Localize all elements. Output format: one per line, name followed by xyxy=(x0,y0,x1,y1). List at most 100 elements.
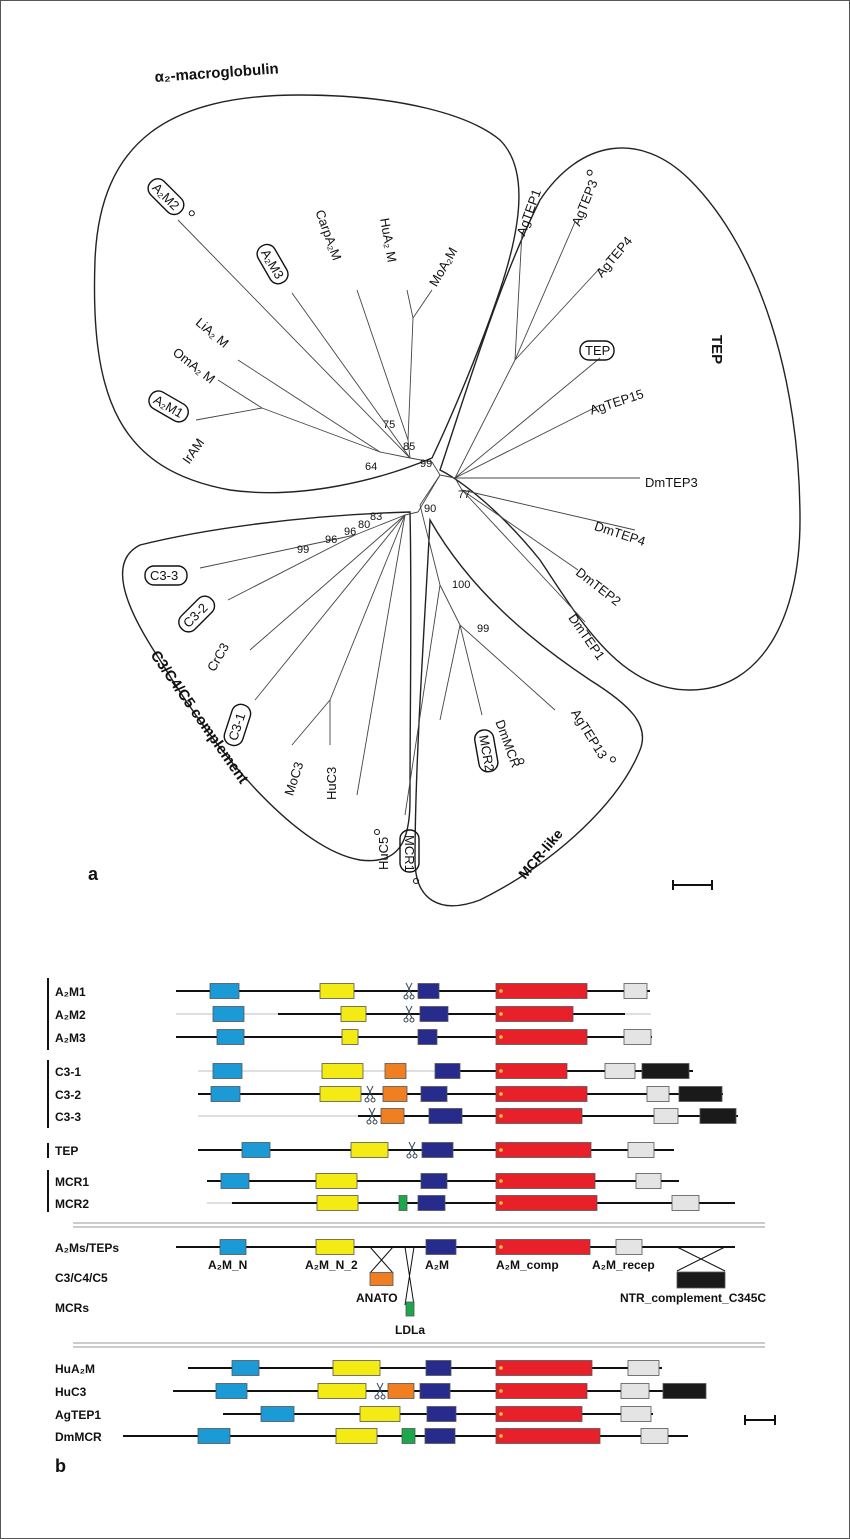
domain-a2m-n-2 xyxy=(319,1086,362,1102)
domain-a2m xyxy=(417,1195,446,1211)
leaf-label: CrC3 xyxy=(204,640,232,674)
domain-label: ANATO xyxy=(356,1291,398,1305)
row-label: A₂M1 xyxy=(55,985,86,999)
tree-branch xyxy=(404,511,419,516)
domain-a2m-n-2 xyxy=(332,1360,381,1376)
domain-a2m-n-2 xyxy=(317,1383,367,1399)
cleavage-scissors-icon xyxy=(366,1107,378,1125)
domain-a2m-recep xyxy=(623,983,648,999)
domain-a2m-recep xyxy=(620,1406,652,1422)
tree-branch xyxy=(254,514,406,701)
group-outline-c3 xyxy=(121,511,412,862)
cleavage-scissors-icon xyxy=(374,1382,386,1400)
group-label-tep: TEP xyxy=(708,335,725,364)
tree-branch xyxy=(195,407,263,421)
domain-label: A₂M_N xyxy=(208,1258,247,1272)
tree-branch xyxy=(407,439,411,459)
domain-a2m-n xyxy=(197,1428,231,1444)
leaf-iram: IrAM xyxy=(179,435,207,466)
leaf-label: AgTEP13 xyxy=(568,706,610,761)
leaf-label: DmTEP4 xyxy=(593,518,648,549)
group-outline-mcr xyxy=(414,517,644,907)
domain-a2m xyxy=(421,1142,454,1158)
c-elegans-box xyxy=(474,729,499,773)
thioester-star-icon xyxy=(499,1069,503,1073)
thioester-star-icon xyxy=(499,1201,503,1205)
leaf-a2m2: A₂M2 xyxy=(147,178,195,217)
c-elegans-box xyxy=(579,340,615,361)
tree-branch xyxy=(454,404,601,479)
domain-a2m-recep xyxy=(640,1428,669,1444)
domain-a2m xyxy=(419,1006,449,1022)
domain-a2m-n xyxy=(219,1239,247,1255)
leaf-c3-3: C3-3 xyxy=(144,565,188,586)
domain-a2m-n-2 xyxy=(315,1239,355,1255)
leaf-label: HuC3 xyxy=(324,767,339,800)
domain-a2m-recep xyxy=(623,1029,652,1045)
tree-branch xyxy=(454,357,601,479)
leaf-label: AgTEP3 xyxy=(569,177,601,228)
leaf-crc3: CrC3 xyxy=(204,640,232,674)
leaf-label: C3-3 xyxy=(150,568,178,583)
domain-ntr xyxy=(662,1383,707,1399)
domain-a2m-n xyxy=(216,1029,245,1045)
domain-a2m xyxy=(420,1086,448,1102)
thioester-star-icon xyxy=(499,1148,503,1152)
scissor-handle xyxy=(406,1153,412,1159)
domain-a2m xyxy=(417,983,440,999)
domain-a2m-comp xyxy=(495,1086,588,1102)
tree-branch xyxy=(356,289,409,441)
domain-label: A₂M_N_2 xyxy=(305,1258,358,1272)
leaf-label: MoC3 xyxy=(281,760,306,798)
scissor-blade xyxy=(405,1005,413,1019)
row-label: C3-2 xyxy=(55,1088,81,1102)
scissor-handle xyxy=(403,994,409,1000)
tree-branch xyxy=(431,461,441,476)
row-label: HuC3 xyxy=(55,1385,87,1399)
panel-label-b: b xyxy=(55,1456,66,1476)
circle-marker xyxy=(609,756,616,763)
row-label: A₂M2 xyxy=(55,1008,86,1022)
domain-a2m-n-2 xyxy=(340,1006,367,1022)
domain-a2m-comp xyxy=(495,983,588,999)
domain-a2m-n xyxy=(209,983,240,999)
domain-a2m xyxy=(425,1360,452,1376)
leaf-label: DmTEP2 xyxy=(573,564,624,608)
leaf-mcr1: MCR1 xyxy=(399,829,420,884)
tree-branch xyxy=(177,219,411,459)
tree-branch xyxy=(407,317,414,441)
domain-a2m-n-2 xyxy=(350,1142,389,1158)
domain-a2m-comp xyxy=(495,1029,588,1045)
domain-a2m-comp xyxy=(495,1195,598,1211)
domain-a2m-n-2 xyxy=(316,1195,359,1211)
thioester-star-icon xyxy=(499,1389,503,1393)
leaf-mcr2: MCR2 xyxy=(474,729,499,773)
domain-anato xyxy=(387,1383,415,1399)
legend-row-label: MCRs xyxy=(55,1301,89,1315)
leaf-label: MoA₂M xyxy=(426,245,460,289)
tree-branch xyxy=(459,624,483,716)
scissor-blade xyxy=(366,1085,374,1099)
insertion-cross xyxy=(369,1246,394,1274)
leaf-hua2m: HuA₂ M xyxy=(377,217,400,264)
bootstrap-value: 83 xyxy=(370,511,382,523)
tree-branch xyxy=(249,514,406,651)
domain-ntr xyxy=(676,1271,726,1289)
leaf-label: DmTEP3 xyxy=(645,475,698,490)
thioester-star-icon xyxy=(499,1245,503,1249)
tree-branch xyxy=(217,379,263,409)
scissor-blade xyxy=(408,1141,416,1155)
scissor-handle xyxy=(403,1017,409,1023)
tree-branch xyxy=(439,474,456,479)
scissor-handle xyxy=(412,1153,418,1159)
thioester-star-icon xyxy=(499,1366,503,1370)
panel-label-a: a xyxy=(88,864,99,884)
row-label: HuA₂M xyxy=(55,1362,95,1376)
c-elegans-box xyxy=(147,178,185,216)
leaf-label: DmTEP1 xyxy=(565,611,608,663)
domain-a2m xyxy=(428,1108,463,1124)
leaf-label: A₂M1 xyxy=(151,392,186,421)
bootstrap-value: 90 xyxy=(424,503,436,515)
leaf-c3-2: C3-2 xyxy=(178,595,216,633)
